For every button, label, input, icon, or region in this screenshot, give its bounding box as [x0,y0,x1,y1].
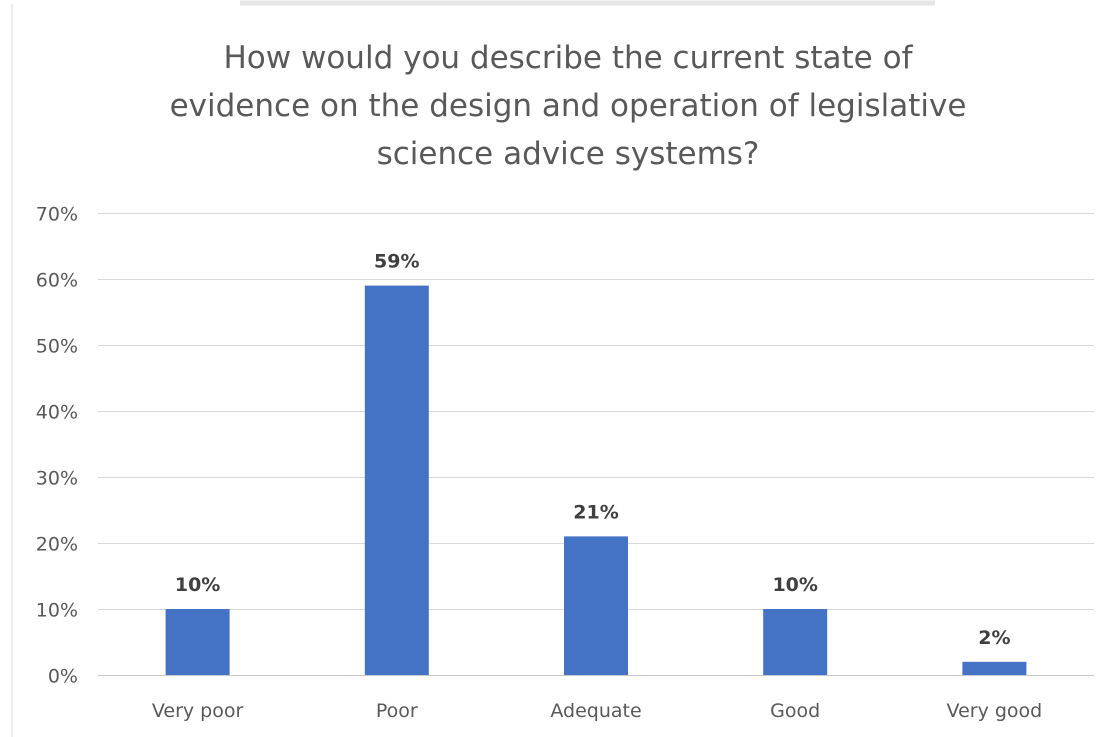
data-label: 10% [772,574,817,596]
x-category-label: Adequate [550,700,641,722]
y-tick-label: 60% [36,270,78,292]
data-label: 21% [573,501,618,523]
bar [962,661,1027,675]
y-tick-label: 0% [48,666,78,688]
data-label: 2% [978,627,1010,649]
chart-title-line-1: How would you describe the current state… [224,40,914,76]
data-labels: 10% 59% 21% 10% 2% [175,251,1011,649]
data-label: 10% [175,574,220,596]
x-category-label: Good [770,700,820,722]
y-axis-tick-labels: 0% 10% 20% 30% 40% 50% 60% 70% [36,204,78,688]
bars [165,285,1027,675]
y-tick-label: 70% [36,204,78,226]
y-tick-label: 10% [36,600,78,622]
bar [364,285,429,675]
x-category-label: Poor [376,700,418,722]
x-category-label: Very good [947,700,1043,722]
x-category-label: Very poor [152,700,244,722]
bar [165,609,230,675]
y-tick-label: 20% [36,534,78,556]
chart-title-line-3: science advice systems? [377,136,760,172]
x-axis-category-labels: Very poor Poor Adequate Good Very good [152,700,1042,722]
chart-title: How would you describe the current state… [170,40,967,172]
chart-title-line-2: evidence on the design and operation of … [170,88,967,124]
y-tick-label: 50% [36,336,78,358]
bar [564,536,628,675]
bar [763,609,828,675]
y-tick-label: 30% [36,468,78,490]
data-label: 59% [374,251,419,273]
y-tick-label: 40% [36,402,78,424]
